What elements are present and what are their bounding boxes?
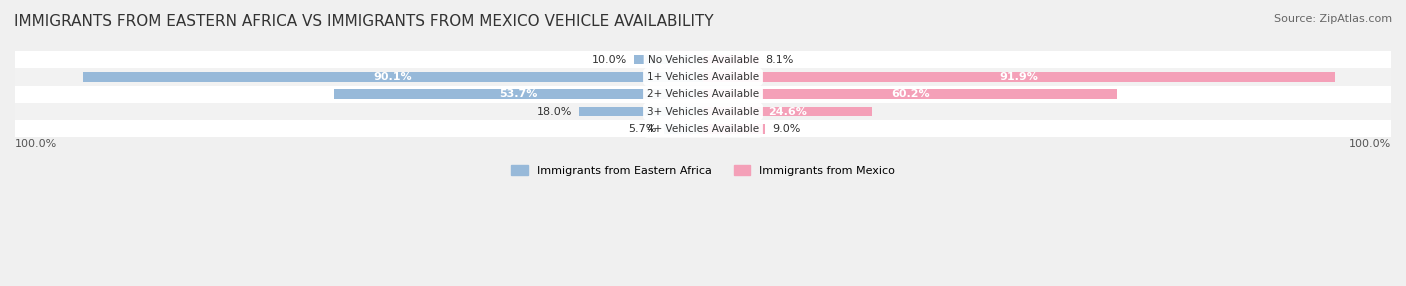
Bar — [703, 107, 872, 116]
Bar — [703, 72, 1336, 82]
Text: 100.0%: 100.0% — [1348, 139, 1391, 149]
Bar — [15, 120, 1391, 138]
Text: 10.0%: 10.0% — [592, 55, 627, 65]
Bar — [634, 55, 703, 64]
Bar — [703, 90, 1118, 99]
Text: IMMIGRANTS FROM EASTERN AFRICA VS IMMIGRANTS FROM MEXICO VEHICLE AVAILABILITY: IMMIGRANTS FROM EASTERN AFRICA VS IMMIGR… — [14, 14, 714, 29]
Text: 5.7%: 5.7% — [628, 124, 657, 134]
Text: Source: ZipAtlas.com: Source: ZipAtlas.com — [1274, 14, 1392, 24]
Text: 100.0%: 100.0% — [15, 139, 58, 149]
Text: 91.9%: 91.9% — [1000, 72, 1039, 82]
Bar — [579, 107, 703, 116]
Text: 4+ Vehicles Available: 4+ Vehicles Available — [647, 124, 759, 134]
Bar — [15, 51, 1391, 68]
Text: 90.1%: 90.1% — [374, 72, 412, 82]
Bar — [15, 86, 1391, 103]
Text: 2+ Vehicles Available: 2+ Vehicles Available — [647, 89, 759, 99]
Bar — [703, 55, 759, 64]
Text: No Vehicles Available: No Vehicles Available — [648, 55, 758, 65]
Text: 18.0%: 18.0% — [537, 106, 572, 116]
Bar — [15, 103, 1391, 120]
Text: 24.6%: 24.6% — [768, 106, 807, 116]
Text: 53.7%: 53.7% — [499, 89, 537, 99]
Bar — [703, 124, 765, 134]
Text: 1+ Vehicles Available: 1+ Vehicles Available — [647, 72, 759, 82]
Bar — [15, 68, 1391, 86]
Text: 8.1%: 8.1% — [766, 55, 794, 65]
Text: 60.2%: 60.2% — [891, 89, 929, 99]
Bar — [333, 90, 703, 99]
Bar — [83, 72, 703, 82]
Bar — [664, 124, 703, 134]
Text: 9.0%: 9.0% — [772, 124, 800, 134]
Text: 3+ Vehicles Available: 3+ Vehicles Available — [647, 106, 759, 116]
Legend: Immigrants from Eastern Africa, Immigrants from Mexico: Immigrants from Eastern Africa, Immigran… — [506, 161, 900, 180]
